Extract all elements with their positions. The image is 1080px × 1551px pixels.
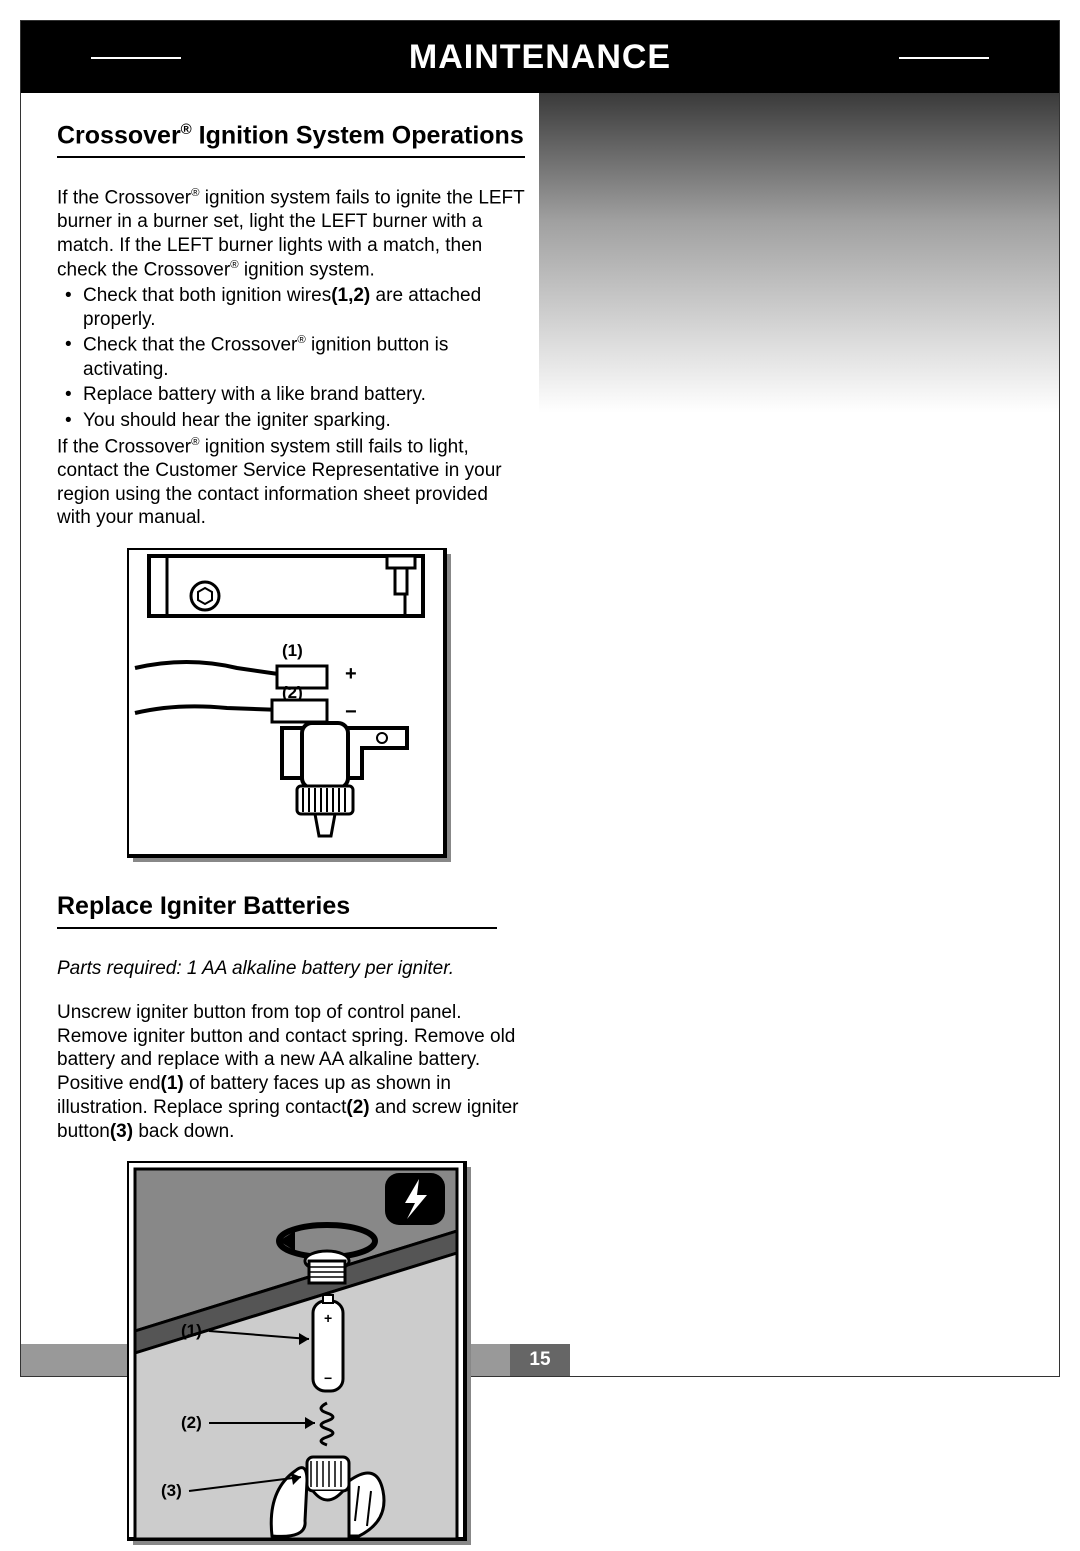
- svg-text:+: +: [324, 1310, 332, 1326]
- section1-heading: Crossover® Ignition System Operations: [57, 121, 525, 158]
- bullet-item: Replace battery with a like brand batter…: [83, 383, 525, 407]
- battery-diagram: + −: [127, 1161, 477, 1551]
- gradient-overlay: [539, 93, 1059, 413]
- reg-mark: ®: [297, 334, 305, 346]
- figure-1: + − (1) (2): [127, 548, 525, 868]
- section1-bullets: Check that both ignition wires(1,2) are …: [57, 284, 525, 433]
- text: ignition system.: [239, 259, 375, 280]
- section2-heading: Replace Igniter Batteries: [57, 892, 497, 929]
- heading-text: Ignition System Operations: [192, 121, 524, 149]
- section1-intro: If the Crossover® ignition system fails …: [57, 186, 525, 282]
- svg-text:+: +: [345, 663, 357, 685]
- section2-body: Unscrew igniter button from top of contr…: [57, 1001, 525, 1144]
- reg-mark: ®: [230, 259, 238, 271]
- ref-num: (1,2): [331, 285, 370, 306]
- text: Check that both ignition wires: [83, 285, 331, 306]
- fig2-label1: (1): [181, 1321, 202, 1340]
- page-frame: MAINTENANCE Crossover® Ignition System O…: [20, 20, 1060, 1377]
- svg-text:−: −: [345, 701, 357, 723]
- text: back down.: [133, 1121, 234, 1142]
- reg-mark: ®: [191, 187, 199, 199]
- text: If the Crossover: [57, 436, 191, 457]
- content-column: Crossover® Ignition System Operations If…: [21, 93, 561, 1551]
- header-bar: MAINTENANCE: [21, 21, 1059, 93]
- fig1-label2: (2): [282, 683, 303, 702]
- ref-num: (3): [110, 1121, 133, 1142]
- reg-mark: ®: [191, 436, 199, 448]
- ref-num: (1): [161, 1073, 184, 1094]
- fig1-label1: (1): [282, 641, 303, 660]
- section1-outro: If the Crossover® ignition system still …: [57, 435, 525, 530]
- bullet-item: Check that the Crossover® ignition butto…: [83, 333, 525, 381]
- fig2-label2: (2): [181, 1413, 202, 1432]
- bullet-item: Check that both ignition wires(1,2) are …: [83, 284, 525, 332]
- fig2-label3: (3): [161, 1481, 182, 1500]
- header-title: MAINTENANCE: [409, 38, 671, 77]
- reg-mark: ®: [181, 121, 192, 138]
- ignition-diagram: + − (1) (2): [127, 548, 457, 868]
- parts-required: Parts required: 1 AA alkaline battery pe…: [57, 957, 525, 981]
- text: If the Crossover: [57, 188, 191, 209]
- ref-num: (2): [346, 1097, 369, 1118]
- bullet-item: You should hear the igniter sparking.: [83, 409, 525, 433]
- svg-text:−: −: [324, 1370, 332, 1386]
- heading-text: Crossover: [57, 121, 181, 149]
- text: Check that the Crossover: [83, 335, 297, 356]
- figure-2: + −: [127, 1161, 525, 1551]
